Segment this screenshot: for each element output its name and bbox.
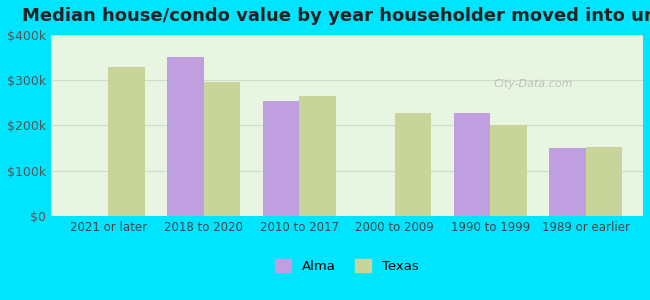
- Bar: [586, 147, 622, 216]
- Text: City-Data.com: City-Data.com: [493, 79, 573, 89]
- Bar: [263, 100, 299, 216]
- Title: Median house/condo value by year householder moved into unit: Median house/condo value by year househo…: [22, 7, 650, 25]
- Bar: [203, 82, 240, 216]
- Bar: [109, 67, 144, 216]
- Bar: [395, 113, 431, 216]
- Bar: [549, 148, 586, 216]
- Bar: [454, 113, 490, 216]
- Bar: [299, 96, 335, 216]
- Bar: [490, 125, 526, 216]
- Bar: [168, 58, 203, 216]
- Legend: Alma, Texas: Alma, Texas: [270, 254, 424, 278]
